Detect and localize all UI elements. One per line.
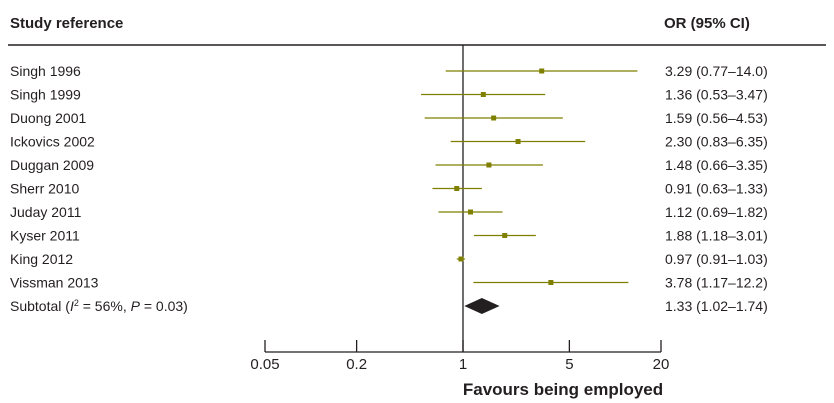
study-label: King 2012 [10,251,73,267]
x-tick-label: 20 [653,356,670,373]
point-estimate [515,139,521,144]
x-tick-label: 1 [459,356,467,373]
x-tick-label: 5 [565,356,573,373]
x-tick-label: 0.05 [250,356,279,373]
study-row: Duong 2001 1.59 (0.56–4.53) [10,110,768,126]
study-label: Singh 1996 [10,63,81,79]
or-ci-value: 1.59 (0.56–4.53) [665,110,768,126]
x-axis: 0.05 0.2 1 5 20 [250,340,669,373]
point-estimate [454,186,460,191]
or-ci-header: OR (95% CI) [664,15,750,32]
subtotal-label: Subtotal (I2 = 56%, P = 0.03) [10,298,188,314]
study-label: Duggan 2009 [10,157,94,173]
or-ci-value: 0.91 (0.63–1.33) [665,181,768,197]
or-ci-value: 3.29 (0.77–14.0) [665,63,768,79]
study-label: Ickovics 2002 [10,134,95,150]
or-ci-value: 2.30 (0.83–6.35) [665,134,768,150]
x-axis-label: Favours being employed [463,380,663,399]
or-ci-value: 3.78 (1.17–12.2) [665,275,768,291]
subtotal-diamond [464,298,500,314]
study-label: Juday 2011 [10,204,82,220]
study-row: Singh 1999 1.36 (0.53–3.47) [10,87,768,103]
or-ci-value: 0.97 (0.91–1.03) [665,251,768,267]
subtotal-or-ci-value: 1.33 (1.02–1.74) [665,298,768,314]
study-rows: Singh 1996 3.29 (0.77–14.0) Singh 1999 1.36… [10,45,768,352]
point-estimate [539,68,545,74]
or-ci-value: 1.48 (0.66–3.35) [665,157,768,173]
study-label: Sherr 2010 [10,181,79,197]
study-row: Singh 1996 3.29 (0.77–14.0) [10,63,768,79]
study-label: Duong 2001 [10,110,87,126]
study-row: Ickovics 2002 2.30 (0.83–6.35) [10,134,768,150]
study-label: Kyser 2011 [10,228,80,244]
x-tick-label: 0.2 [346,356,367,373]
or-ci-value: 1.88 (1.18–3.01) [665,228,768,244]
study-label: Vissman 2013 [10,275,99,291]
study-row: Duggan 2009 1.48 (0.66–3.35) [10,157,768,173]
study-row: Juday 2011 1.12 (0.69–1.82) [10,204,768,220]
study-reference-header: Study reference [10,15,123,32]
point-estimate [467,209,473,215]
study-label: Singh 1999 [10,87,81,103]
study-row: Sherr 2010 0.91 (0.63–1.33) [10,181,768,197]
study-row: Vissman 2013 3.78 (1.17–12.2) [10,275,768,291]
or-ci-value: 1.12 (0.69–1.82) [665,204,768,220]
study-row: Kyser 2011 1.88 (1.18–3.01) [10,228,768,244]
study-row: King 2012 0.97 (0.91–1.03) [10,251,768,267]
point-estimate [502,233,508,238]
point-estimate [548,280,554,285]
or-ci-value: 1.36 (0.53–3.47) [665,87,768,103]
point-estimate [486,162,492,168]
point-estimate [491,115,497,121]
point-estimate [480,92,486,97]
point-estimate [458,256,464,262]
